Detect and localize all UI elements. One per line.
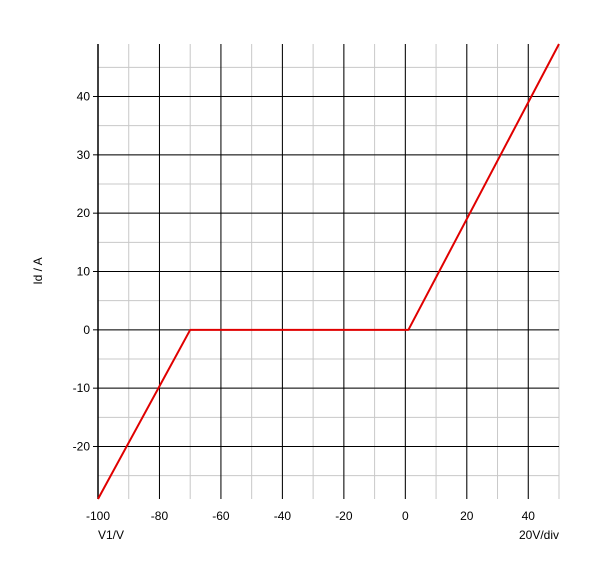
x-tick-label: -80	[151, 509, 169, 523]
y-tick-label: 0	[83, 323, 90, 337]
y-tick-label: -20	[73, 440, 91, 454]
axes	[93, 44, 99, 499]
x-tick-label: -40	[274, 509, 292, 523]
y-tick-label: -10	[73, 381, 91, 395]
x-axis-label: V1/V	[98, 528, 124, 542]
series-layer	[97, 43, 560, 500]
x-tick-label: -60	[212, 509, 230, 523]
y-tick-label: 30	[77, 148, 91, 162]
major-gridlines	[97, 44, 559, 499]
scale-note: 20V/div	[519, 528, 559, 542]
y-tick-label: 10	[77, 265, 91, 279]
y-tick-labels: -20 -10 0 10 20 30 40	[73, 90, 91, 454]
x-tick-labels: -100 -80 -60 -40 -20 0 20 40	[86, 509, 535, 523]
x-tick-label: 0	[402, 509, 409, 523]
x-tick-label: -20	[335, 509, 353, 523]
y-tick-label: 40	[77, 90, 91, 104]
x-tick-label: -100	[86, 509, 110, 523]
series-line	[97, 43, 560, 500]
x-tick-label: 40	[522, 509, 536, 523]
y-tick-label: 20	[77, 206, 91, 220]
x-tick-label: 20	[460, 509, 474, 523]
y-axis-label: Id / A	[31, 257, 45, 284]
